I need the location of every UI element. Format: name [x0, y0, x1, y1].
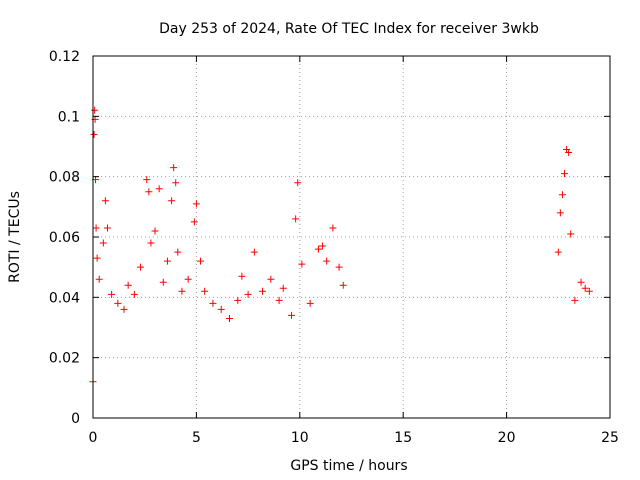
- x-tick-label: 15: [394, 430, 412, 446]
- data-point: [571, 296, 579, 304]
- data-point: [554, 248, 562, 256]
- data-point: [92, 224, 100, 232]
- data-point: [201, 287, 209, 295]
- y-tick-label: 0.02: [49, 351, 80, 367]
- x-tick-label: 0: [89, 430, 98, 446]
- data-point: [147, 239, 155, 247]
- data-point: [279, 284, 287, 292]
- y-tick-label: 0.12: [49, 49, 80, 65]
- data-point: [294, 179, 302, 187]
- data-point: [124, 281, 132, 289]
- data-point: [259, 287, 267, 295]
- data-point: [329, 224, 337, 232]
- x-tick-labels: 0 5 10 15 20 25: [89, 430, 619, 446]
- data-point: [174, 248, 182, 256]
- y-tick-label: 0: [71, 411, 80, 427]
- data-point: [558, 191, 566, 199]
- data-point: [168, 197, 176, 205]
- y-tick-labels: 0 0.02 0.04 0.06 0.08 0.1 0.12: [49, 49, 80, 427]
- data-point: [561, 170, 569, 178]
- data-point: [319, 242, 327, 250]
- data-point: [581, 284, 589, 292]
- y-tick-label: 0.1: [58, 109, 80, 125]
- data-point: [192, 200, 200, 208]
- data-point: [90, 130, 98, 138]
- data-point: [170, 164, 178, 172]
- data-point: [267, 275, 275, 283]
- data-point: [137, 263, 145, 271]
- data-point: [585, 287, 593, 295]
- data-point: [244, 290, 252, 298]
- y-tick-label: 0.04: [49, 290, 80, 306]
- data-point: [99, 239, 107, 247]
- x-tick-label: 5: [192, 430, 201, 446]
- data-point: [565, 149, 573, 157]
- y-tick-label: 0.06: [49, 230, 80, 246]
- data-point: [120, 305, 128, 313]
- data-point: [209, 299, 217, 307]
- data-point: [163, 257, 171, 265]
- data-point: [197, 257, 205, 265]
- grid: [93, 56, 610, 418]
- data-point: [190, 218, 198, 226]
- y-axis-label: ROTI / TECUs: [7, 191, 23, 283]
- data-point: [567, 230, 575, 238]
- data-point: [172, 179, 180, 187]
- data-point: [306, 299, 314, 307]
- data-point: [323, 257, 331, 265]
- data-point: [250, 248, 258, 256]
- data-point: [275, 296, 283, 304]
- data-point: [114, 299, 122, 307]
- ticks: [92, 55, 611, 419]
- data-point: [101, 197, 109, 205]
- x-axis-label: GPS time / hours: [290, 458, 407, 474]
- chart-title: Day 253 of 2024, Rate Of TEC Index for r…: [159, 21, 539, 37]
- data-point: [151, 227, 159, 235]
- data-point: [288, 311, 296, 319]
- data-point: [178, 287, 186, 295]
- data-point: [314, 245, 322, 253]
- scatter-points: [89, 106, 593, 386]
- data-point: [184, 275, 192, 283]
- data-point: [155, 185, 163, 193]
- data-point: [234, 296, 242, 304]
- x-tick-label: 25: [601, 430, 619, 446]
- x-tick-label: 10: [291, 430, 309, 446]
- data-point: [292, 215, 300, 223]
- data-point: [91, 106, 99, 114]
- data-point: [130, 290, 138, 298]
- data-point: [339, 281, 347, 289]
- data-point: [238, 272, 246, 280]
- data-point: [95, 275, 103, 283]
- data-point: [577, 278, 585, 286]
- data-point: [556, 209, 564, 217]
- y-tick-label: 0.08: [49, 170, 80, 186]
- data-point: [225, 314, 233, 322]
- data-point: [103, 224, 111, 232]
- x-tick-label: 20: [498, 430, 516, 446]
- data-point: [335, 263, 343, 271]
- plot-frame: [92, 55, 611, 419]
- data-point: [93, 254, 101, 262]
- data-point: [145, 188, 153, 196]
- data-point: [143, 176, 151, 184]
- data-point: [108, 290, 116, 298]
- data-point: [159, 278, 167, 286]
- data-point: [298, 260, 306, 268]
- data-point: [217, 305, 225, 313]
